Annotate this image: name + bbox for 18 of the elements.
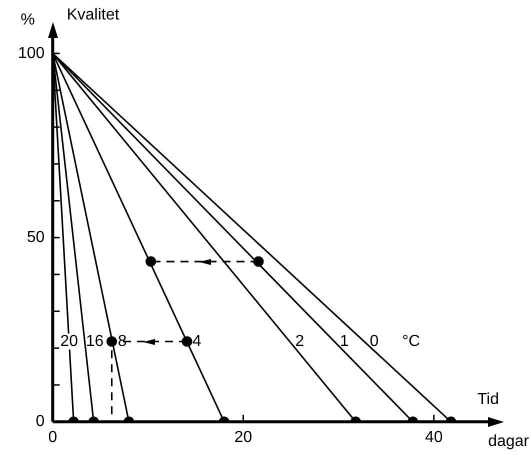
text: % <box>20 11 35 28</box>
x-tick-label: 0 <box>48 428 58 446</box>
legend-title: °C <box>402 332 420 350</box>
legend-label: 4 <box>192 332 202 350</box>
text: dagar <box>488 433 530 450</box>
series-label: 1 <box>340 332 349 350</box>
x-tick-label: 40 <box>424 428 443 446</box>
series-label: 2 <box>295 332 304 350</box>
series-label: 16 <box>86 332 104 350</box>
y-axis-title: Kvalitet <box>66 6 120 24</box>
series-label: 8 <box>118 332 127 350</box>
series-label: 0 <box>370 332 379 350</box>
x-tick-label: 20 <box>234 428 252 446</box>
y-tick-label: 50 <box>26 229 45 246</box>
x-axis-title: Tid <box>477 391 499 408</box>
y-tick-label: 100 <box>18 44 45 62</box>
legend-label: 20 <box>60 332 78 350</box>
y-tick-label: 0 <box>36 413 45 430</box>
